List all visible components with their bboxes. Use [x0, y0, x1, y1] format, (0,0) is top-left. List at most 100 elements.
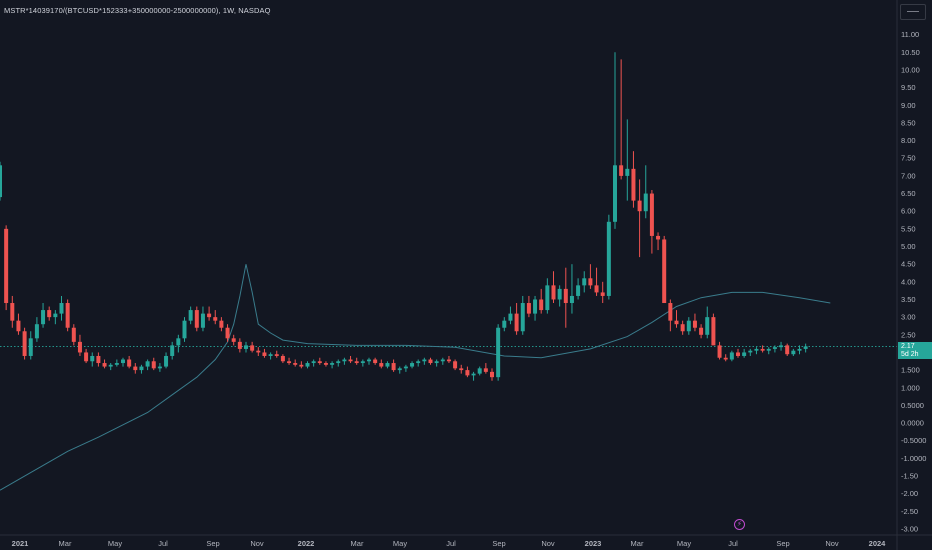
candle-body	[182, 320, 187, 339]
candle-body	[490, 371, 494, 378]
y-tick-label: 11.00	[901, 30, 919, 39]
y-tick-label: 9.00	[901, 101, 916, 110]
candle-body	[317, 361, 322, 364]
x-tick-label: 2022	[298, 539, 315, 548]
candle-body	[207, 313, 212, 318]
x-tick-label: Jul	[158, 539, 168, 548]
candle-body	[760, 348, 765, 351]
candle-body	[237, 341, 242, 349]
candle-body	[268, 354, 273, 356]
candle-body	[416, 361, 421, 364]
candle-body	[225, 327, 230, 339]
candle-body	[65, 303, 70, 328]
x-tick-label: Sep	[776, 539, 789, 548]
candle-body	[736, 352, 740, 356]
candle-body	[108, 364, 113, 367]
candle-body	[729, 352, 734, 360]
candle-body	[391, 363, 396, 371]
candle-body	[582, 278, 587, 286]
plot-area[interactable]	[0, 52, 897, 491]
x-tick-label: May	[677, 539, 691, 548]
candle-body	[588, 278, 593, 286]
y-tick-label: 10.00	[901, 65, 920, 74]
scale-toggle-button[interactable]	[900, 4, 926, 20]
candle-body	[625, 168, 630, 176]
y-tick-label: 8.50	[901, 118, 916, 127]
candle-body	[797, 348, 802, 351]
candle-body	[533, 299, 538, 314]
x-tick-label: Mar	[631, 539, 644, 548]
bar-countdown: 5d 2h	[901, 351, 919, 358]
candle-body	[41, 310, 46, 325]
y-tick-label: -2.00	[901, 489, 918, 498]
candle-body	[453, 361, 458, 369]
y-tick-label: -1.50	[901, 472, 918, 481]
candle-body	[674, 320, 679, 325]
price-axis[interactable]: 11.00 10.50 10.00 9.50 9.00 8.50 8.00 7.50 7.00 6…	[896, 0, 926, 550]
candle-body	[440, 359, 445, 362]
candle-body	[348, 359, 353, 362]
candle-body	[16, 320, 21, 332]
y-tick-label: 6.50	[901, 189, 916, 198]
candle-body	[459, 368, 464, 371]
candle-body	[397, 368, 402, 371]
candle-body	[692, 320, 697, 328]
candle-body	[594, 285, 599, 293]
candle-body	[96, 355, 101, 364]
candle-body	[342, 359, 347, 362]
candle-body	[471, 373, 476, 376]
candle-body	[10, 303, 15, 321]
candle-body	[791, 350, 796, 355]
candle-body	[754, 348, 759, 351]
candle-body	[145, 361, 150, 367]
candle-body	[330, 363, 335, 365]
x-tick-label: Sep	[206, 539, 219, 548]
candle-body	[772, 347, 777, 349]
y-tick-label: -2.50	[901, 507, 918, 516]
candle-body	[446, 359, 451, 362]
candle-body	[662, 239, 667, 304]
event-marker-icon[interactable]: ⚡	[734, 519, 745, 530]
candle-body	[465, 370, 470, 376]
candle-body	[231, 338, 236, 342]
candle-body	[256, 350, 261, 353]
x-tick-label: Jul	[728, 539, 738, 548]
candle-body	[434, 361, 439, 364]
y-tick-label: 1.000	[901, 383, 920, 392]
x-tick-label: Nov	[541, 539, 555, 548]
moving-average-line	[0, 264, 831, 491]
x-tick-label: Jul	[446, 539, 456, 548]
candle-body	[551, 285, 556, 300]
candle-body	[385, 363, 390, 367]
candle-body	[114, 363, 119, 365]
candle-body	[379, 363, 384, 367]
time-axis[interactable]: 2021 Mar May Jul Sep Nov 2022 Mar May Jul Sep Nov 20…	[0, 534, 932, 548]
candle-body	[631, 168, 636, 201]
candle-body	[373, 359, 378, 364]
candle-body	[785, 345, 790, 355]
candle-body	[569, 295, 574, 304]
candle-body	[668, 303, 673, 321]
candle-body	[514, 313, 519, 332]
candle-body	[557, 288, 562, 300]
candle-body	[280, 355, 285, 362]
x-tick-label: 2021	[12, 539, 29, 548]
candle-body	[717, 345, 722, 358]
y-tick-label: 3.50	[901, 295, 916, 304]
candle-body	[637, 200, 642, 212]
candle-body	[311, 361, 316, 364]
x-tick-label: 2024	[869, 539, 887, 548]
candle-body	[262, 352, 267, 356]
candle-body	[213, 317, 218, 321]
candle-body	[0, 165, 2, 198]
candle-body	[176, 338, 181, 346]
candle-body	[526, 303, 531, 314]
candle-body	[293, 363, 298, 365]
x-tick-label: Mar	[351, 539, 364, 548]
candle-body	[200, 313, 205, 328]
candle-body	[274, 354, 279, 356]
candle-body	[188, 310, 193, 321]
y-tick-label: 7.50	[901, 154, 916, 163]
